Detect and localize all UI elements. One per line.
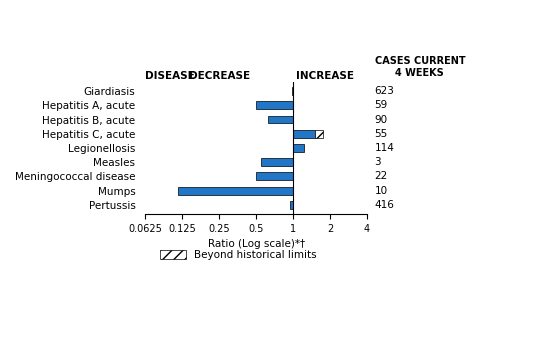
Text: CASES CURRENT
4 WEEKS: CASES CURRENT 4 WEEKS: [375, 56, 465, 78]
Text: 3: 3: [375, 157, 381, 167]
Bar: [262, 158, 293, 166]
Text: 416: 416: [375, 200, 394, 210]
Bar: [268, 116, 293, 123]
X-axis label: Ratio (Log scale)*†: Ratio (Log scale)*†: [208, 239, 305, 249]
Text: DISEASE: DISEASE: [145, 71, 195, 81]
Legend: Beyond historical limits: Beyond historical limits: [156, 246, 321, 264]
Bar: [256, 101, 293, 109]
Bar: [315, 130, 323, 138]
Text: 10: 10: [375, 185, 388, 196]
Bar: [256, 172, 293, 180]
Bar: [293, 144, 304, 152]
Text: 59: 59: [375, 100, 388, 110]
Bar: [292, 87, 293, 95]
Text: DECREASE: DECREASE: [189, 71, 250, 81]
Text: 90: 90: [375, 115, 388, 125]
Text: 623: 623: [375, 86, 394, 96]
Text: 55: 55: [375, 129, 388, 139]
Text: 114: 114: [375, 143, 394, 153]
Text: INCREASE: INCREASE: [296, 71, 353, 81]
Bar: [178, 187, 293, 195]
Bar: [293, 130, 315, 138]
Text: 22: 22: [375, 171, 388, 182]
Bar: [290, 201, 293, 209]
